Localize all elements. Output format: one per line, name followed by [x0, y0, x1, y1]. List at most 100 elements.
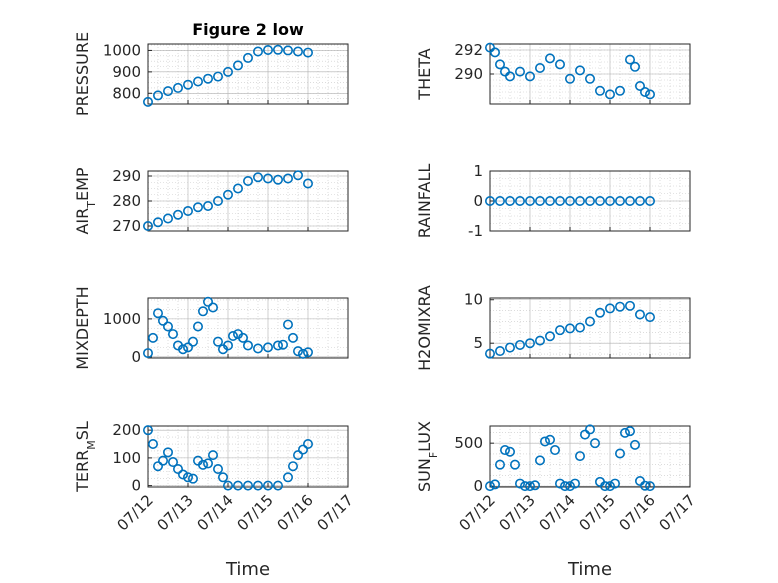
data-point	[253, 480, 264, 491]
data-point	[544, 53, 555, 64]
data-point	[253, 343, 264, 354]
data-point	[143, 425, 154, 436]
data-point	[564, 481, 575, 492]
data-point	[302, 347, 313, 358]
data-point	[504, 71, 515, 82]
y-tick-label: 1	[473, 162, 483, 180]
data-point	[163, 321, 174, 332]
data-point	[243, 176, 254, 187]
data-point	[213, 336, 224, 347]
data-point	[529, 480, 540, 491]
axes-frame	[147, 170, 349, 232]
data-point	[292, 46, 303, 57]
data-point	[514, 339, 525, 350]
y-axis-label: THETA	[415, 48, 434, 100]
subplot-air-temp: 270 280 290 AIRTEMP	[73, 167, 349, 235]
data-point	[604, 89, 615, 100]
data-point	[193, 76, 204, 87]
y-tick-label: 10	[464, 291, 483, 309]
y-tick-label: 290	[454, 65, 483, 83]
subplot-sun-flux: 0 500 SUNFLUX 07/1207/1307/1407/1507/1607/1…	[415, 421, 699, 580]
x-tick-label: 07/17	[656, 491, 699, 534]
data-point	[494, 196, 505, 207]
data-point	[584, 196, 595, 207]
data-point	[153, 90, 164, 101]
data-point	[302, 47, 313, 58]
data-point	[614, 301, 625, 312]
data-point	[624, 300, 635, 311]
y-tick-label: 1000	[103, 310, 141, 328]
data-point	[163, 213, 174, 224]
data-point	[272, 480, 283, 491]
data-point	[262, 480, 273, 491]
axes-frame	[147, 43, 349, 105]
data-point	[262, 342, 273, 353]
data-point	[504, 196, 515, 207]
y-axis-label: H2OMIXRA	[415, 285, 434, 371]
data-point	[262, 173, 273, 184]
data-point	[609, 478, 620, 489]
data-point	[589, 438, 600, 449]
axes-frame	[489, 297, 691, 359]
data-point	[292, 450, 303, 461]
data-point	[554, 325, 565, 336]
data-point	[223, 189, 234, 200]
data-point	[594, 307, 605, 318]
data-point	[509, 459, 520, 470]
data-point	[494, 59, 505, 70]
data-point	[198, 306, 209, 317]
data-point	[243, 340, 254, 351]
data-point	[569, 478, 580, 489]
data-point	[287, 332, 298, 343]
data-point	[292, 170, 303, 181]
data-point	[629, 439, 640, 450]
subplot-mixdepth: 0 1000 MIXDEPTH	[73, 286, 349, 370]
data-point	[153, 461, 164, 472]
data-point	[604, 303, 615, 314]
y-tick-label: 0	[473, 192, 483, 210]
subplot-theta: 290 292 THETA	[415, 41, 691, 105]
data-point	[634, 81, 645, 92]
data-point	[213, 71, 224, 82]
data-point	[243, 480, 254, 491]
data-point	[554, 478, 565, 489]
axes-frame	[489, 170, 691, 232]
data-point	[594, 85, 605, 96]
data-point	[292, 346, 303, 357]
data-point	[238, 332, 249, 343]
data-point	[624, 196, 635, 207]
data-point	[203, 201, 214, 212]
data-point	[574, 451, 585, 462]
y-tick-label: -1	[468, 222, 483, 240]
data-point	[302, 439, 313, 450]
data-point	[178, 469, 189, 480]
data-point	[544, 434, 555, 445]
axes-frame	[147, 297, 349, 359]
data-point	[534, 335, 545, 346]
data-point	[499, 445, 510, 456]
data-point	[594, 196, 605, 207]
data-point	[193, 321, 204, 332]
data-point	[484, 481, 495, 492]
data-point	[614, 85, 625, 96]
data-point	[624, 426, 635, 437]
data-point	[302, 178, 313, 189]
data-point	[639, 87, 650, 98]
data-point	[599, 481, 610, 492]
data-point	[574, 65, 585, 76]
data-point	[564, 196, 575, 207]
y-tick-label: 500	[454, 434, 483, 452]
data-point	[188, 473, 199, 484]
data-point	[208, 302, 219, 313]
subplot-rainfall: -1 0 1 RAINFALL	[415, 162, 691, 240]
data-point	[208, 450, 219, 461]
data-point	[163, 86, 174, 97]
y-axis-label: RAINFALL	[415, 164, 434, 239]
data-point	[534, 196, 545, 207]
data-point	[173, 463, 184, 474]
data-point	[574, 196, 585, 207]
data-point	[614, 196, 625, 207]
data-point	[183, 472, 194, 483]
data-point	[153, 217, 164, 228]
